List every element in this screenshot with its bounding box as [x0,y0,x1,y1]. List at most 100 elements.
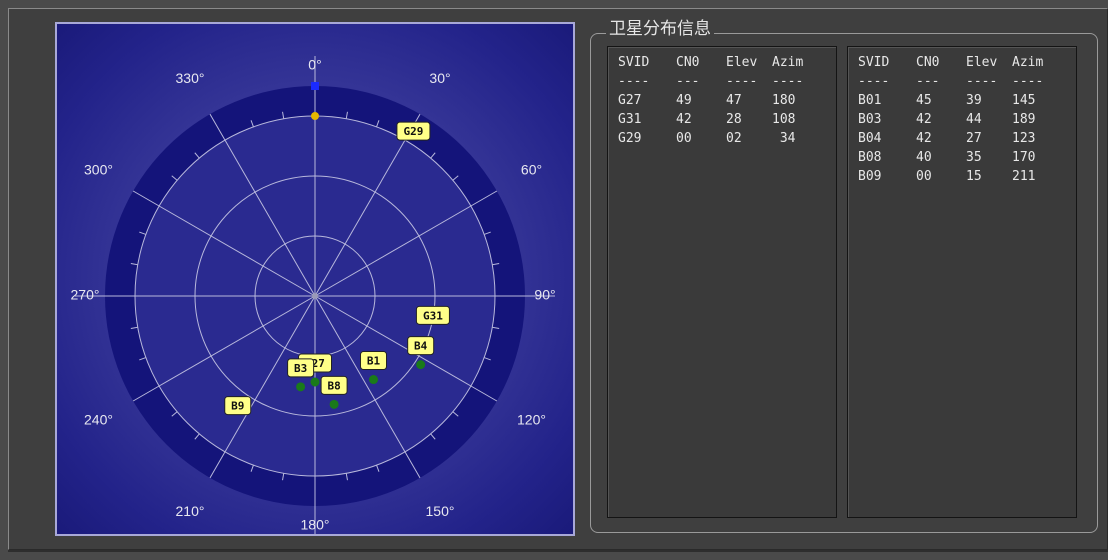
table-cell: ---- [618,74,650,89]
azimuth-tick [282,473,285,481]
table-cell: ---- [772,74,804,89]
table-cell: G27 [618,93,642,108]
table-row: G31 42 28 108 [608,110,836,129]
direction-label: 270° [71,287,100,303]
azimuth-tick [452,411,459,417]
azimuth-tick [492,263,500,266]
table-separator-row: ---- --- ---- ---- [608,72,836,91]
table-row: B03 42 44 189 [848,110,1076,129]
satellite-label-box [224,396,252,416]
satellite-label: B8 [327,379,340,392]
satellite-label-box [320,375,348,395]
table-cell: SVID [618,55,650,70]
table-header-row: SVID CN0 Elev Azim [848,53,1076,72]
azimuth-tick [282,111,285,119]
table-cell: 45 [916,93,932,108]
satellite-dot [329,399,339,409]
table-cell: 211 [1012,169,1036,184]
table-cell: ---- [858,74,890,89]
azimuth-tick [194,433,200,440]
table-cell: 34 [772,131,796,146]
table-cell: G29 [618,131,642,146]
table-cell: 42 [916,112,932,127]
table-cell: Azim [772,55,804,70]
azimuth-tick [139,231,147,235]
table-cell: 123 [1012,131,1036,146]
azimuth-line [314,205,472,297]
azimuth-line [224,295,316,453]
gps-satellite-table: SVID CN0 Elev Azim ---- --- ---- ---- G27 49 47 180… [607,46,837,518]
satellite-label-box [360,351,388,371]
direction-label: 300° [84,162,113,178]
satellite-label: B3 [294,362,307,375]
azimuth-tick [345,473,348,481]
direction-label: 60° [521,162,542,178]
table-cell: --- [676,74,700,89]
center-dot [312,293,318,299]
azimuth-tick [250,464,254,472]
table-row: B01 45 39 145 [848,91,1076,110]
bottom-divider [8,550,1108,552]
table-cell: B04 [858,131,882,146]
direction-label: 0° [308,57,321,73]
table-separator-row: ---- --- ---- ---- [848,72,1076,91]
azimuth-tick [430,433,436,440]
direction-label: 150° [426,503,455,519]
table-row: B04 42 27 123 [848,129,1076,148]
azimuth-tick [376,120,380,128]
azimuth-tick [483,357,491,361]
direction-label: 120° [517,412,546,428]
azimuth-tick [483,231,491,235]
satellite-label-box [396,121,431,141]
azimuth-line [314,295,472,387]
table-cell: 28 [726,112,742,127]
table-cell: B01 [858,93,882,108]
table-cell: 42 [916,131,932,146]
azimuth-tick [130,263,138,266]
table-cell: 00 [916,169,932,184]
table-cell: 42 [676,112,692,127]
table-cell: ---- [966,74,998,89]
azimuth-tick [376,464,380,472]
table-cell: 40 [916,150,932,165]
table-cell: 44 [966,112,982,127]
table-cell: 49 [676,93,692,108]
table-row: B08 40 35 170 [848,148,1076,167]
satellite-label: G29 [403,125,423,138]
direction-label: 240° [84,412,113,428]
azimuth-line [314,295,406,453]
satellite-label: B9 [231,400,244,413]
azimuth-line-extension [404,451,421,479]
azimuth-line [158,205,316,297]
satellite-label: G31 [423,309,443,322]
sky-plot-panel: 0° 30° 60° 90° 120° 150° 180° 210° 240° 270° 300° 3… [55,22,575,536]
table-cell: B09 [858,169,882,184]
bds-satellite-table: SVID CN0 Elev Azim ---- --- ---- ---- B01 45 39 145… [847,46,1077,518]
table-cell: --- [916,74,940,89]
table-cell: 15 [966,169,982,184]
direction-label: 90° [534,287,555,303]
table-cell: Elev [726,55,758,70]
satellite-dot [369,375,379,385]
satellite-info-group [590,33,1098,533]
direction-label: 180° [301,517,330,533]
table-cell: B03 [858,112,882,127]
table-cell: 145 [1012,93,1036,108]
table-cell: ---- [726,74,758,89]
satellite-label-box [287,358,315,378]
azimuth-tick [250,120,254,128]
group-title: 卫星分布信息 [606,14,714,39]
azimuth-tick [171,411,178,417]
table-cell: G31 [618,112,642,127]
direction-label: 330° [176,70,205,86]
table-cell: 35 [966,150,982,165]
table-cell: Elev [966,55,998,70]
table-row: G27 49 47 180 [608,91,836,110]
azimuth-line [314,139,406,297]
satellite-dot [416,360,426,370]
azimuth-line-extension [132,385,160,402]
table-header-row: SVID CN0 Elev Azim [608,53,836,72]
table-cell: 02 [726,131,742,146]
north-marker [311,82,319,90]
table-cell: 170 [1012,150,1036,165]
